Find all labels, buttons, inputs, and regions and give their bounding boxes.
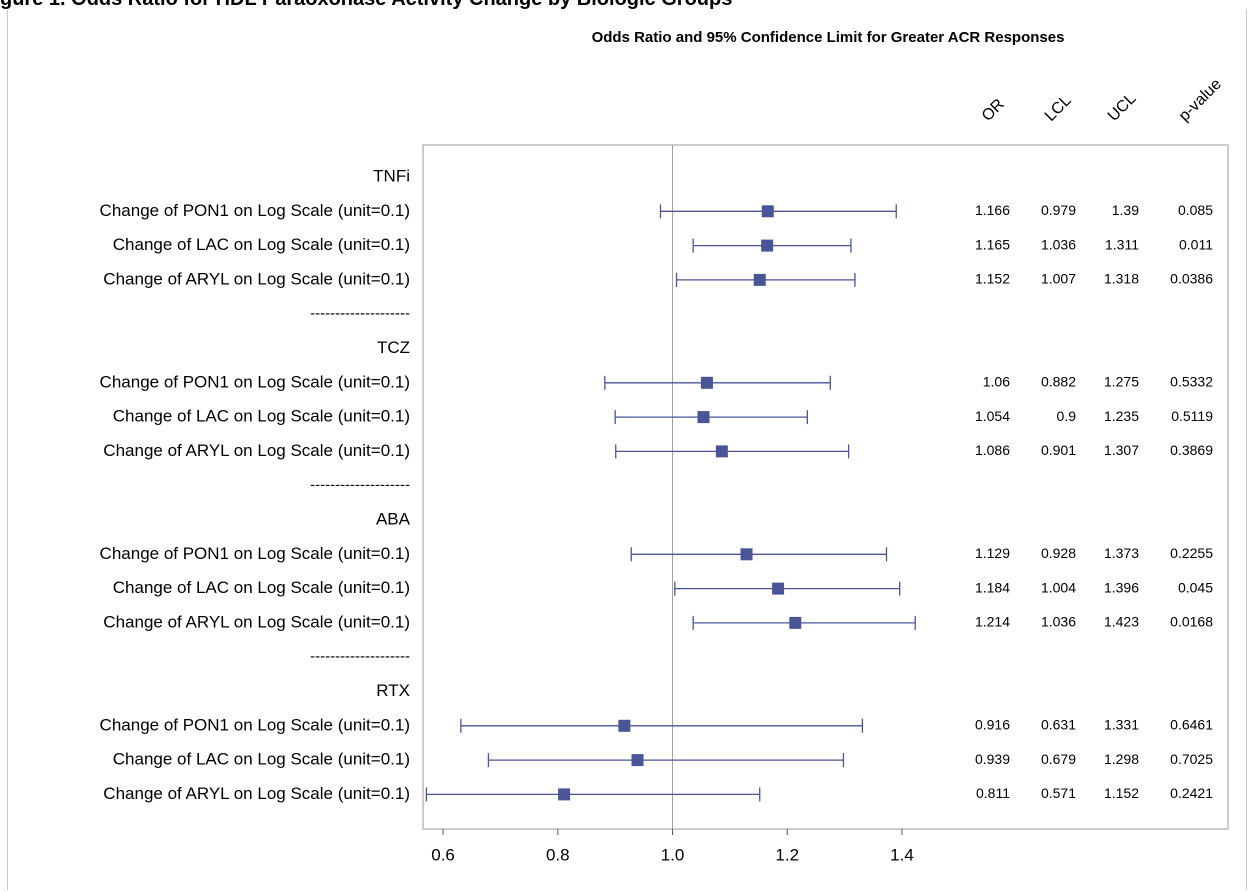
ucl-value: 1.307 xyxy=(1104,442,1139,458)
group-label: ABA xyxy=(376,509,411,528)
figure-caption-fragment: gure 1. Odds Ratio for HDL Paraoxonase A… xyxy=(0,0,732,11)
lcl-value: 0.9 xyxy=(1057,408,1077,424)
x-tick-label: 1.0 xyxy=(661,845,685,864)
ucl-value: 1.152 xyxy=(1104,785,1139,801)
p-value: 0.3869 xyxy=(1170,442,1213,458)
plot-area-border xyxy=(422,144,1229,830)
ucl-value: 1.275 xyxy=(1104,374,1139,390)
chart-title: Odds Ratio and 95% Confidence Limit for … xyxy=(592,29,1065,46)
row-label: Change of LAC on Log Scale (unit=0.1) xyxy=(113,578,410,597)
odds-ratio-marker xyxy=(631,754,644,767)
odds-ratio-marker xyxy=(753,273,766,286)
p-value: 0.2255 xyxy=(1170,545,1213,561)
ucl-value: 1.235 xyxy=(1104,408,1139,424)
column-header-pvalue: p-value xyxy=(1176,76,1225,125)
p-value: 0.5119 xyxy=(1171,408,1213,424)
x-tick-label: 0.8 xyxy=(546,845,570,864)
ucl-value: 1.373 xyxy=(1104,545,1139,561)
or-value: 1.184 xyxy=(975,579,1010,595)
odds-ratio-marker xyxy=(772,582,785,595)
group-separator: -------------------- xyxy=(310,648,410,665)
row-label: Change of LAC on Log Scale (unit=0.1) xyxy=(113,407,410,426)
p-value: 0.045 xyxy=(1178,579,1213,595)
or-value: 1.054 xyxy=(975,408,1010,424)
row-label: Change of ARYL on Log Scale (unit=0.1) xyxy=(103,612,410,631)
row-label: Change of ARYL on Log Scale (unit=0.1) xyxy=(103,441,410,460)
row-label: Change of PON1 on Log Scale (unit=0.1) xyxy=(100,715,410,734)
outer-frame xyxy=(7,10,1247,890)
odds-ratio-marker xyxy=(558,788,571,801)
lcl-value: 0.679 xyxy=(1041,751,1076,767)
lcl-value: 0.928 xyxy=(1041,545,1076,561)
p-value: 0.2421 xyxy=(1170,785,1213,801)
ucl-value: 1.298 xyxy=(1104,751,1139,767)
or-value: 0.811 xyxy=(976,785,1010,801)
lcl-value: 0.901 xyxy=(1041,442,1076,458)
ucl-value: 1.318 xyxy=(1104,271,1139,287)
ucl-value: 1.39 xyxy=(1112,202,1139,218)
lcl-value: 1.004 xyxy=(1041,579,1076,595)
odds-ratio-marker xyxy=(740,548,753,561)
row-label: Change of PON1 on Log Scale (unit=0.1) xyxy=(100,372,410,391)
or-value: 1.129 xyxy=(975,545,1010,561)
odds-ratio-marker xyxy=(700,376,713,389)
column-header-ucl: UCL xyxy=(1105,90,1140,125)
p-value: 0.0168 xyxy=(1170,614,1213,630)
group-label: TCZ xyxy=(377,338,410,357)
or-value: 1.214 xyxy=(975,614,1010,630)
p-value: 0.0386 xyxy=(1170,271,1213,287)
p-value: 0.011 xyxy=(1179,236,1213,252)
column-header-lcl: LCL xyxy=(1042,92,1075,125)
odds-ratio-marker xyxy=(697,411,710,424)
row-label: Change of PON1 on Log Scale (unit=0.1) xyxy=(100,544,410,563)
row-label: Change of PON1 on Log Scale (unit=0.1) xyxy=(100,201,410,220)
or-value: 1.06 xyxy=(983,374,1010,390)
group-separator: -------------------- xyxy=(310,477,410,494)
row-label: Change of LAC on Log Scale (unit=0.1) xyxy=(113,235,410,254)
or-value: 1.152 xyxy=(975,271,1010,287)
p-value: 0.7025 xyxy=(1170,751,1213,767)
ucl-value: 1.396 xyxy=(1104,579,1139,595)
row-label: Change of ARYL on Log Scale (unit=0.1) xyxy=(103,784,410,803)
ucl-value: 1.331 xyxy=(1104,717,1139,733)
ucl-value: 1.311 xyxy=(1105,236,1139,252)
ucl-value: 1.423 xyxy=(1104,614,1139,630)
p-value: 0.085 xyxy=(1178,202,1213,218)
row-label: Change of ARYL on Log Scale (unit=0.1) xyxy=(103,269,410,288)
x-tick-label: 0.6 xyxy=(431,845,455,864)
p-value: 0.5332 xyxy=(1170,374,1213,390)
x-tick-label: 1.2 xyxy=(775,845,799,864)
lcl-value: 0.631 xyxy=(1041,717,1076,733)
or-value: 0.939 xyxy=(975,751,1010,767)
group-separator: -------------------- xyxy=(310,305,410,322)
odds-ratio-marker xyxy=(789,616,802,629)
or-value: 1.166 xyxy=(975,202,1010,218)
lcl-value: 0.571 xyxy=(1041,785,1076,801)
or-value: 1.086 xyxy=(975,442,1010,458)
row-label: Change of LAC on Log Scale (unit=0.1) xyxy=(113,750,410,769)
lcl-value: 1.036 xyxy=(1041,614,1076,630)
group-label: TNFi xyxy=(373,166,410,185)
x-tick-label: 1.4 xyxy=(890,845,914,864)
lcl-value: 0.882 xyxy=(1041,374,1076,390)
group-label: RTX xyxy=(376,681,410,700)
or-value: 0.916 xyxy=(975,717,1010,733)
or-value: 1.165 xyxy=(975,236,1010,252)
lcl-value: 1.036 xyxy=(1041,236,1076,252)
lcl-value: 1.007 xyxy=(1041,271,1076,287)
lcl-value: 0.979 xyxy=(1041,202,1076,218)
odds-ratio-marker xyxy=(618,719,631,732)
odds-ratio-marker xyxy=(761,205,774,218)
column-header-or: OR xyxy=(979,96,1008,125)
odds-ratio-marker xyxy=(761,239,774,252)
p-value: 0.6461 xyxy=(1170,717,1213,733)
odds-ratio-marker xyxy=(715,445,728,458)
